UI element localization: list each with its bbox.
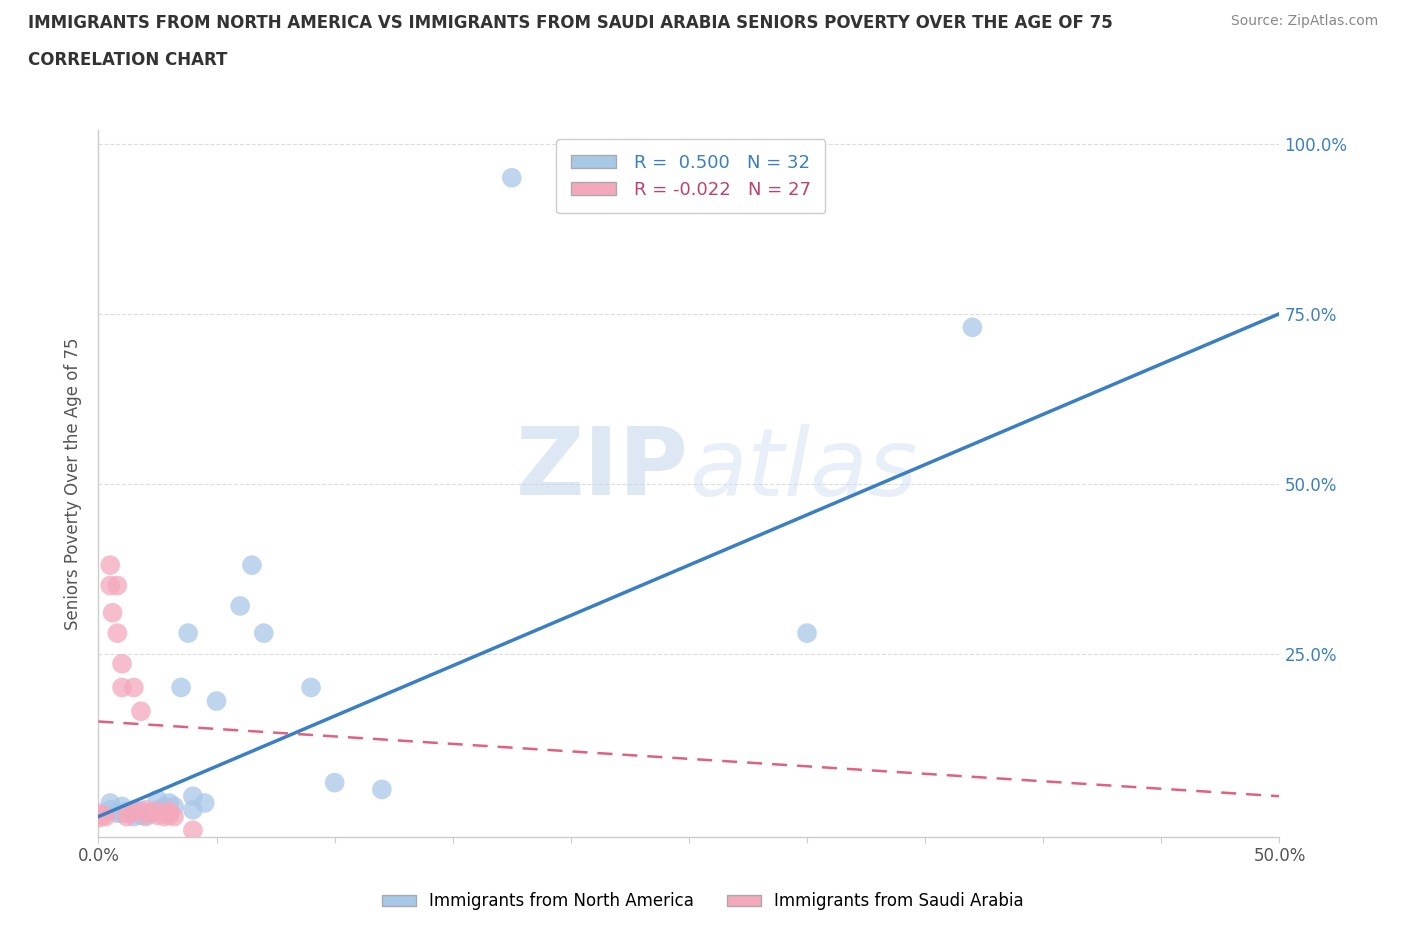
Point xyxy=(122,804,145,818)
Point xyxy=(111,680,134,695)
Point xyxy=(153,809,176,824)
Point xyxy=(91,808,114,823)
Point xyxy=(98,578,121,593)
Point xyxy=(163,799,186,814)
Point xyxy=(146,808,169,823)
Text: IMMIGRANTS FROM NORTH AMERICA VS IMMIGRANTS FROM SAUDI ARABIA SENIORS POVERTY OV: IMMIGRANTS FROM NORTH AMERICA VS IMMIGRA… xyxy=(28,14,1114,32)
Point xyxy=(122,680,145,695)
Point xyxy=(299,680,322,695)
Point xyxy=(170,680,193,695)
Point xyxy=(118,805,141,820)
Point xyxy=(796,626,818,641)
Point xyxy=(94,809,117,824)
Text: Source: ZipAtlas.com: Source: ZipAtlas.com xyxy=(1230,14,1378,28)
Point xyxy=(371,782,394,797)
Point xyxy=(157,804,180,818)
Point xyxy=(229,599,252,614)
Point xyxy=(146,803,169,817)
Point xyxy=(129,804,152,818)
Point xyxy=(122,803,145,817)
Point xyxy=(135,809,157,824)
Point xyxy=(111,799,134,814)
Y-axis label: Seniors Poverty Over the Age of 75: Seniors Poverty Over the Age of 75 xyxy=(65,338,83,630)
Point xyxy=(194,795,217,810)
Text: ZIP: ZIP xyxy=(516,423,689,515)
Point xyxy=(135,803,157,817)
Point xyxy=(962,320,984,335)
Point xyxy=(139,805,162,820)
Point xyxy=(115,804,138,818)
Text: atlas: atlas xyxy=(689,424,917,515)
Point xyxy=(157,795,180,810)
Point xyxy=(105,626,128,641)
Point xyxy=(146,792,169,807)
Point xyxy=(105,578,128,593)
Point xyxy=(181,803,204,817)
Point xyxy=(181,789,204,804)
Legend: R =  0.500   N = 32, R = -0.022   N = 27: R = 0.500 N = 32, R = -0.022 N = 27 xyxy=(557,140,825,213)
Point xyxy=(501,170,523,185)
Point xyxy=(111,657,134,671)
Point xyxy=(157,808,180,823)
Point xyxy=(98,795,121,810)
Point xyxy=(135,808,157,823)
Point xyxy=(122,809,145,824)
Point xyxy=(205,694,228,709)
Legend: Immigrants from North America, Immigrants from Saudi Arabia: Immigrants from North America, Immigrant… xyxy=(375,885,1031,917)
Point xyxy=(101,605,124,620)
Point xyxy=(139,805,162,820)
Point xyxy=(181,823,204,838)
Point xyxy=(323,776,346,790)
Point xyxy=(163,809,186,824)
Point xyxy=(129,808,152,823)
Point xyxy=(111,805,134,820)
Point xyxy=(240,558,263,573)
Point xyxy=(153,799,176,814)
Point xyxy=(157,805,180,820)
Point xyxy=(87,811,110,826)
Point xyxy=(129,704,152,719)
Point xyxy=(98,558,121,573)
Point xyxy=(98,803,121,817)
Point xyxy=(87,805,110,820)
Point xyxy=(146,804,169,818)
Point xyxy=(115,809,138,824)
Point xyxy=(105,805,128,820)
Point xyxy=(253,626,276,641)
Text: CORRELATION CHART: CORRELATION CHART xyxy=(28,51,228,69)
Point xyxy=(177,626,200,641)
